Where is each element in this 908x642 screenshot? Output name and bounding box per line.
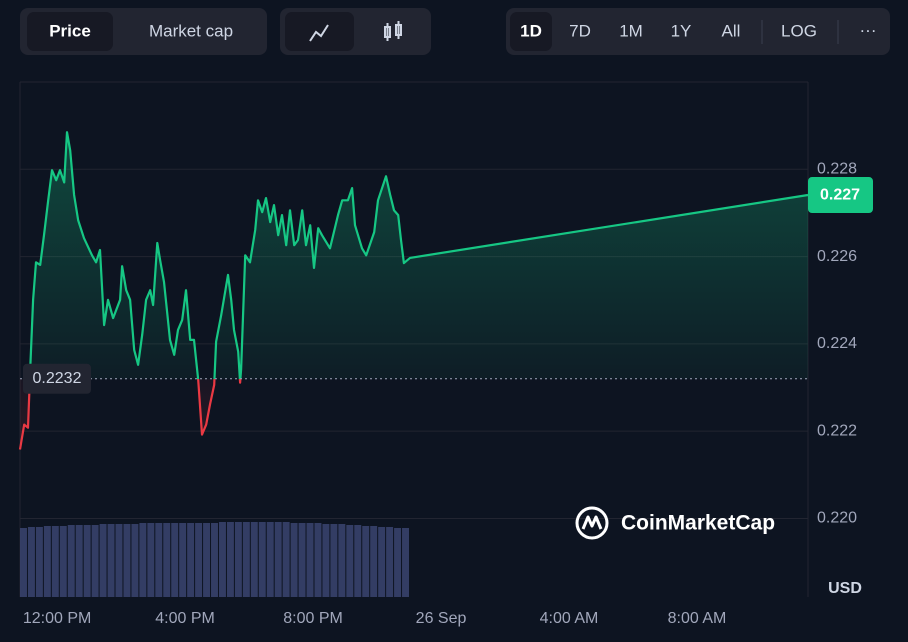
- watermark-text: CoinMarketCap: [621, 512, 775, 535]
- price-line: [18, 131, 809, 450]
- volume-bar: [187, 523, 195, 597]
- volume-bar: [211, 523, 218, 597]
- price-button[interactable]: [27, 12, 113, 51]
- more-button[interactable]: ···: [860, 20, 877, 39]
- range-active[interactable]: [510, 12, 552, 51]
- y-tick-label: 0.226: [817, 248, 857, 265]
- volume-bar: [338, 524, 346, 597]
- market-cap-button[interactable]: Market cap: [149, 21, 233, 40]
- volume-bar: [131, 524, 139, 597]
- volume-bar: [20, 528, 27, 597]
- volume-bar: [290, 523, 298, 597]
- current-price-badge: [808, 177, 873, 214]
- volume-bar: [43, 526, 51, 597]
- x-tick-label: 26 Sep: [416, 610, 467, 627]
- y-tick-label: 0.222: [817, 422, 857, 439]
- volume-bar: [226, 522, 234, 597]
- volume-bar: [83, 525, 91, 597]
- volume-bar: [266, 522, 274, 597]
- watermark: CoinMarketCap: [575, 506, 775, 540]
- line-chart-button[interactable]: [285, 12, 354, 51]
- volume-bar: [171, 523, 179, 597]
- volume-bar: [394, 528, 402, 597]
- x-tick-label: 4:00 PM: [155, 610, 215, 627]
- y-tick-label: 0.220: [817, 510, 857, 527]
- volume-bar: [234, 522, 242, 597]
- volume-bar: [354, 525, 362, 597]
- volume-bar: [59, 526, 67, 597]
- volume-bar: [282, 522, 290, 597]
- range-group: [506, 8, 890, 55]
- baseline-badge: [23, 363, 91, 394]
- volume-bar: [179, 523, 187, 597]
- volume-bar: [91, 525, 99, 597]
- range-button[interactable]: All: [722, 21, 741, 40]
- volume-bar: [75, 525, 83, 597]
- volume-bar: [27, 527, 35, 597]
- volume-bar: [155, 523, 163, 597]
- currency-label: USD: [828, 580, 862, 597]
- y-tick-label: 0.224: [817, 335, 857, 352]
- volume-bar: [346, 525, 354, 597]
- candle-icon[interactable]: [384, 21, 402, 41]
- range-button[interactable]: 1D: [520, 21, 542, 40]
- range-button[interactable]: 1Y: [671, 21, 692, 40]
- price-area: [20, 132, 808, 450]
- volume-bar: [250, 522, 258, 597]
- volume-bar: [203, 523, 211, 597]
- volume-bar: [67, 525, 75, 597]
- volume-bar: [107, 524, 115, 597]
- volume-bar: [51, 526, 59, 597]
- volume-bar: [99, 524, 107, 597]
- volume-bar: [35, 527, 43, 597]
- volume-bar: [274, 522, 282, 597]
- volume-bar: [218, 522, 226, 597]
- volume-bar: [330, 524, 338, 597]
- volume-bar: [147, 523, 155, 597]
- volume-bar: [402, 528, 410, 597]
- y-tick-label: 0.228: [817, 161, 857, 178]
- volume-bar: [306, 523, 314, 597]
- range-button[interactable]: 7D: [569, 21, 591, 40]
- x-tick-label: 12:00 PM: [23, 610, 91, 627]
- line-icon: [309, 24, 329, 42]
- volume-bar: [258, 522, 266, 597]
- volume-bar: [322, 524, 330, 597]
- log-button[interactable]: LOG: [781, 21, 817, 40]
- volume-bar: [298, 523, 306, 597]
- volume-bar: [195, 523, 203, 597]
- volume-bar: [314, 523, 322, 597]
- x-tick-label: 4:00 AM: [540, 610, 599, 627]
- range-button[interactable]: 1M: [619, 21, 643, 40]
- x-tick-label: 8:00 AM: [668, 610, 727, 627]
- price-label[interactable]: Price: [49, 21, 91, 40]
- volume-bar: [139, 523, 147, 597]
- volume-bar: [378, 527, 386, 597]
- volume-bar: [123, 524, 131, 597]
- volume-bar: [362, 526, 370, 597]
- current-price-label: 0.227: [820, 186, 860, 203]
- volume-bar: [370, 526, 378, 597]
- x-tick-label: 8:00 PM: [283, 610, 343, 627]
- volume-bar: [163, 523, 171, 597]
- baseline-label: 0.2232: [33, 370, 82, 387]
- volume-bar: [242, 522, 250, 597]
- volume-bar: [386, 527, 394, 597]
- volume-bar: [115, 524, 123, 597]
